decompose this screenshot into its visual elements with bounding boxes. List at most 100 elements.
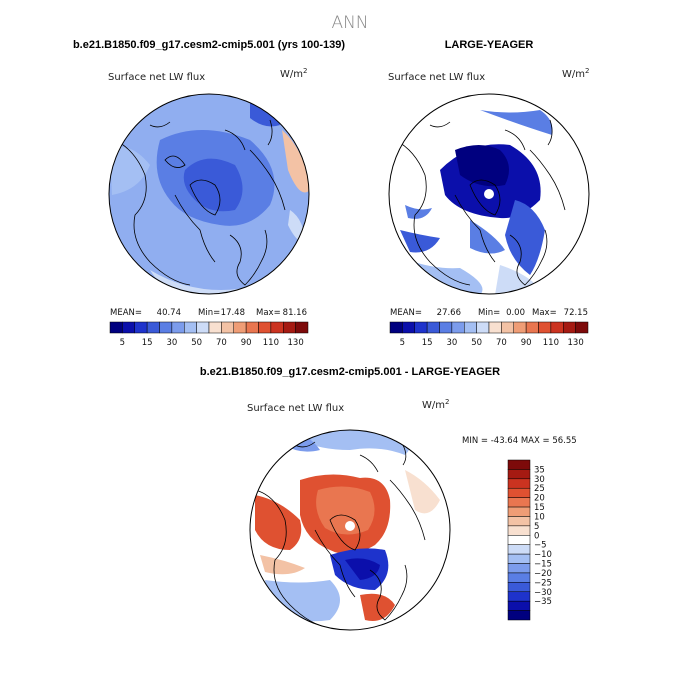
colorbar-swatch	[507, 582, 531, 593]
colorbar-swatch	[109, 321, 123, 334]
colorbar-swatch	[501, 321, 514, 334]
colorbar-swatch	[451, 321, 465, 334]
panel-diff: b.e21.B1850.f09_g17.cesm2-cmip5.001 - LA…	[200, 366, 577, 631]
colorbar-swatch	[270, 321, 284, 334]
colorbar-tick-label: 5	[400, 338, 405, 348]
colorbar-tick-label: −10	[534, 550, 552, 560]
colorbar-swatch	[184, 321, 197, 334]
panel-model-title: b.e21.B1850.f09_g17.cesm2-cmip5.001 (yrs…	[73, 39, 345, 51]
panel-diff-units: W/m2	[422, 398, 449, 411]
colorbar-tick-label: 30	[534, 475, 545, 485]
stat-max-label: Max=	[532, 308, 557, 318]
colorbar-swatch	[389, 321, 403, 334]
page-title: ANN	[331, 13, 368, 33]
colorbar-tick-label: −20	[534, 569, 552, 579]
panel-obs: LARGE-YEAGER Surface net LW flux W/m2	[388, 39, 590, 348]
stat-min-label: Min=	[198, 308, 220, 318]
panel-model-units: W/m2	[280, 67, 307, 80]
colorbar-swatch	[513, 321, 527, 334]
colorbar-swatch	[563, 321, 576, 334]
stat-min-value: 0.00	[506, 308, 525, 318]
colorbar-tick-label: 15	[534, 503, 545, 513]
colorbar-swatch	[507, 563, 531, 574]
colorbar-tick-label: 110	[543, 338, 559, 348]
stat-max-value: 81.16	[283, 308, 307, 318]
colorbar-swatch	[507, 516, 531, 527]
panel-model-map	[109, 94, 309, 294]
panel-obs-title: LARGE-YEAGER	[445, 39, 534, 51]
colorbar-swatch	[221, 321, 234, 334]
panel-obs-map	[389, 94, 589, 294]
colorbar-swatch	[171, 321, 185, 334]
panel-obs-stats: MEAN= 27.66 Min= 0.00 Max= 72.15	[390, 308, 588, 318]
colorbar-tick-label: 35	[534, 465, 545, 475]
colorbar-swatch	[507, 600, 531, 611]
colorbar-swatch	[146, 321, 160, 334]
colorbar-swatch	[488, 321, 502, 334]
stat-max-value: 72.15	[564, 308, 588, 318]
panel-obs-coastlines	[394, 119, 566, 286]
panel-diff-title: b.e21.B1850.f09_g17.cesm2-cmip5.001 - LA…	[200, 366, 500, 378]
colorbar-tick-label: 20	[534, 494, 545, 504]
panel-model: b.e21.B1850.f09_g17.cesm2-cmip5.001 (yrs…	[73, 39, 345, 348]
colorbar-swatch	[507, 591, 531, 602]
panel-obs-boundary	[388, 93, 590, 295]
colorbar-swatch	[507, 497, 531, 508]
panel-obs-colorbar: 5 15 30 50 70 90 110 130	[389, 321, 589, 348]
colorbar-swatch	[464, 321, 477, 334]
colorbar-tick-label: 110	[263, 338, 279, 348]
stat-mean-value: 27.66	[437, 308, 461, 318]
colorbar-swatch	[258, 321, 272, 334]
panel-diff-boundary	[249, 429, 451, 631]
panel-diff-minmax: MIN = -43.64 MAX = 56.55	[462, 436, 577, 446]
colorbar-swatch	[476, 321, 490, 334]
stat-min-label: Min=	[478, 308, 500, 318]
panel-model-coastlines	[114, 119, 286, 286]
colorbar-tick-label: 10	[534, 512, 545, 522]
colorbar-swatch	[402, 321, 415, 334]
colorbar-swatch	[507, 535, 531, 545]
colorbar-swatch	[538, 321, 552, 334]
panel-model-subtitle: Surface net LW flux	[108, 72, 205, 83]
stat-max-label: Max=	[256, 308, 281, 318]
colorbar-tick-label: 15	[142, 338, 153, 348]
colorbar-swatch	[507, 525, 531, 536]
colorbar-swatch	[233, 321, 247, 334]
panel-obs-units: W/m2	[562, 67, 589, 80]
colorbar-tick-label: 0	[534, 531, 539, 541]
colorbar-swatch	[507, 553, 531, 564]
colorbar-tick-label: 5	[534, 522, 539, 532]
colorbar-tick-label: −35	[534, 597, 552, 607]
colorbar-tick-label: 50	[191, 338, 202, 348]
colorbar-tick-label: 70	[216, 338, 227, 348]
colorbar-swatch	[507, 469, 531, 480]
colorbar-swatch	[414, 321, 428, 334]
colorbar-swatch	[507, 478, 531, 489]
colorbar-tick-label: 5	[120, 338, 125, 348]
panel-diff-map	[250, 430, 450, 630]
colorbar-swatch	[283, 321, 296, 334]
colorbar-tick-label: 30	[446, 338, 457, 348]
colorbar-swatch	[507, 610, 531, 621]
colorbar-swatch	[134, 321, 148, 334]
colorbar-swatch	[525, 321, 539, 334]
colorbar-tick-label: 25	[534, 484, 545, 494]
colorbar-tick-label: 130	[568, 338, 584, 348]
stat-mean-label: MEAN=	[390, 308, 422, 318]
colorbar-tick-label: −15	[534, 560, 552, 570]
colorbar-swatch	[439, 321, 453, 334]
colorbar-tick-label: 15	[422, 338, 433, 348]
colorbar-tick-label: −30	[534, 588, 552, 598]
colorbar-tick-label: 70	[496, 338, 507, 348]
colorbar-swatch	[575, 321, 589, 334]
colorbar-tick-label: 130	[288, 338, 304, 348]
colorbar-tick-label: −25	[534, 578, 552, 588]
colorbar-tick-label: −5	[534, 541, 547, 551]
colorbar-swatch	[245, 321, 259, 334]
panel-obs-subtitle: Surface net LW flux	[388, 72, 485, 83]
colorbar-tick-label: 90	[521, 338, 532, 348]
colorbar-swatch	[550, 321, 564, 334]
colorbar-swatch	[159, 321, 173, 334]
